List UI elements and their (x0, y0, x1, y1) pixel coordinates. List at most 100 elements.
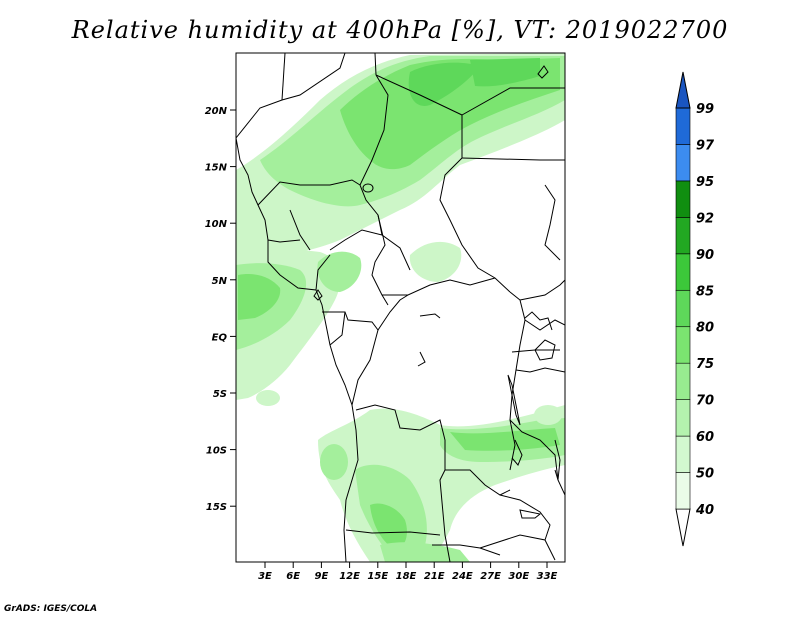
lake (511, 439, 523, 466)
lon-tick-label: 27E (480, 571, 501, 582)
colorbar: 40 50 60 70 75 80 85 90 92 95 97 99 (675, 71, 715, 547)
colorbar-segment (675, 399, 691, 437)
humidity-shading-small-patch (256, 390, 280, 406)
humidity-shading-small-patch (534, 405, 562, 425)
colorbar-segment (675, 326, 691, 364)
border (281, 53, 286, 101)
colorbar-segment (675, 217, 691, 255)
lake (534, 339, 556, 361)
border (382, 277, 496, 296)
border (371, 214, 389, 306)
border (322, 294, 409, 331)
lake (313, 289, 323, 301)
lon-tick-label: 6E (286, 571, 300, 582)
colorbar-label: 60 (696, 430, 714, 445)
border (445, 469, 511, 496)
border (329, 229, 411, 271)
lon-tick-label: 21E (424, 571, 445, 582)
lat-tick-label: 15N (205, 163, 228, 174)
lat-tick-label: 10N (205, 219, 228, 230)
border (289, 209, 311, 251)
humidity-shading-south-band (370, 503, 407, 550)
political-boundaries (236, 53, 565, 562)
colorbar-segment (675, 289, 691, 328)
border (257, 179, 361, 206)
border (355, 404, 451, 562)
border (509, 419, 516, 471)
colorbar-label: 99 (696, 102, 714, 117)
colorbar-label: 97 (696, 138, 715, 153)
colorbar-segment (675, 435, 691, 473)
lat-tick-label: EQ (212, 332, 228, 343)
border (345, 529, 441, 536)
colorbar-label: 95 (696, 175, 714, 190)
border (432, 544, 501, 556)
border (499, 494, 551, 541)
humidity-shading-small-patch (320, 444, 348, 480)
border (544, 184, 561, 261)
colorbar-label: 85 (696, 284, 714, 299)
lake (537, 65, 549, 79)
border (461, 87, 565, 116)
border (524, 319, 565, 331)
humidity-shading-south-band (450, 428, 560, 451)
lake (554, 439, 561, 481)
lake (362, 183, 374, 193)
lat-tick-label: 5S (213, 389, 227, 400)
border (267, 239, 301, 243)
humidity-field (236, 53, 565, 562)
colorbar-segment (675, 144, 691, 182)
colorbar-segment (675, 107, 691, 145)
lon-tick-label: 3E (258, 571, 272, 582)
border (509, 419, 565, 496)
colorbar-label: 40 (695, 503, 714, 518)
colorbar-label: 50 (696, 467, 714, 482)
lon-tick-label: 33E (537, 571, 558, 582)
lon-tick-label: 15E (367, 571, 388, 582)
border (374, 53, 377, 76)
border (519, 279, 565, 301)
colorbar-label: 70 (696, 394, 714, 409)
lon-tick-label: 18E (396, 571, 417, 582)
lake (524, 311, 553, 331)
colorbar-label: 90 (696, 248, 714, 263)
colorbar-segment (675, 472, 691, 510)
colorbar-segment (675, 362, 691, 400)
humidity-shading-north-band (470, 58, 540, 87)
border (479, 534, 556, 561)
lon-tick-label: 9E (315, 571, 329, 582)
border (359, 74, 389, 236)
map-frame (235, 52, 566, 563)
lake (507, 374, 521, 426)
grads-credit: GrADS: IGES/COLA (4, 604, 98, 614)
border (509, 291, 526, 421)
lake (419, 313, 441, 319)
lat-tick-label: 15S (206, 502, 227, 513)
colorbar-label: 92 (696, 211, 714, 226)
colorbar-upper-extension (675, 71, 691, 109)
lon-tick-label: 24E (452, 571, 473, 582)
humidity-shading-north-band (408, 62, 480, 106)
colorbar-label: 75 (696, 357, 714, 372)
border (461, 157, 565, 161)
lat-tick-label: 5N (212, 276, 228, 287)
lon-tick-label: 30E (508, 571, 529, 582)
latitude-axis: 20N 15N 10N 5N EQ 5S 10S 15S (205, 106, 236, 513)
longitude-axis: 3E 6E 9E 12E 15E 18E 21E 24E 27E 30E 33E (258, 562, 558, 582)
border (236, 53, 346, 139)
border (351, 329, 379, 406)
lat-tick-label: 10S (206, 446, 227, 457)
humidity-shading-west-coast (238, 274, 281, 320)
border (439, 115, 511, 293)
lake (519, 509, 542, 519)
lat-tick-label: 20N (205, 106, 228, 117)
colorbar-segment (675, 180, 691, 218)
border (315, 254, 331, 291)
humidity-shading-central-patch (409, 241, 462, 282)
border (515, 367, 565, 373)
lon-tick-label: 12E (339, 571, 360, 582)
lake (417, 351, 426, 367)
humidity-shading-north-band (340, 58, 560, 170)
colorbar-segment (675, 253, 691, 291)
